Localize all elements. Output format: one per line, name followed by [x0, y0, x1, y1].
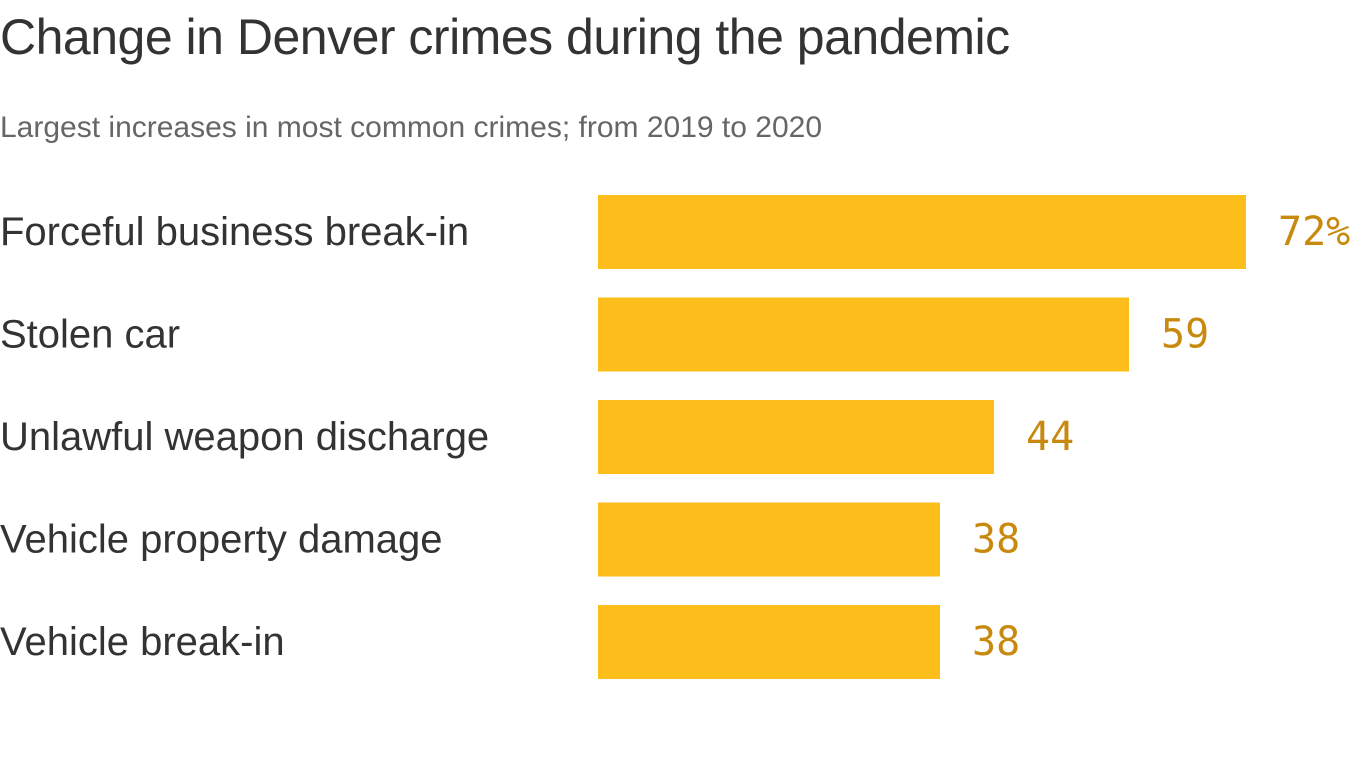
value-label: 72%	[1278, 209, 1350, 255]
category-label: Stolen car	[0, 313, 180, 357]
bar	[598, 605, 940, 679]
category-label: Unlawful weapon discharge	[0, 415, 489, 459]
category-label: Forceful business break-in	[0, 210, 469, 254]
bar	[598, 400, 994, 474]
category-label: Vehicle break-in	[0, 620, 285, 664]
chart-title: Change in Denver crimes during the pande…	[0, 9, 1010, 65]
bar	[598, 502, 940, 577]
chart-subtitle: Largest increases in most common crimes;…	[0, 111, 823, 144]
value-label: 38	[972, 517, 1020, 563]
value-label: 44	[1026, 414, 1074, 460]
bar	[598, 195, 1246, 269]
category-label: Vehicle property damage	[0, 518, 443, 562]
value-label: 59	[1161, 312, 1209, 358]
value-label: 38	[972, 619, 1020, 665]
bar	[598, 297, 1129, 372]
